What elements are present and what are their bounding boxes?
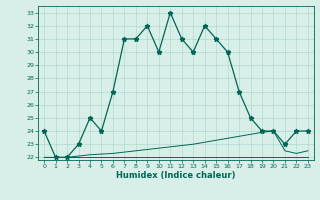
X-axis label: Humidex (Indice chaleur): Humidex (Indice chaleur) (116, 171, 236, 180)
